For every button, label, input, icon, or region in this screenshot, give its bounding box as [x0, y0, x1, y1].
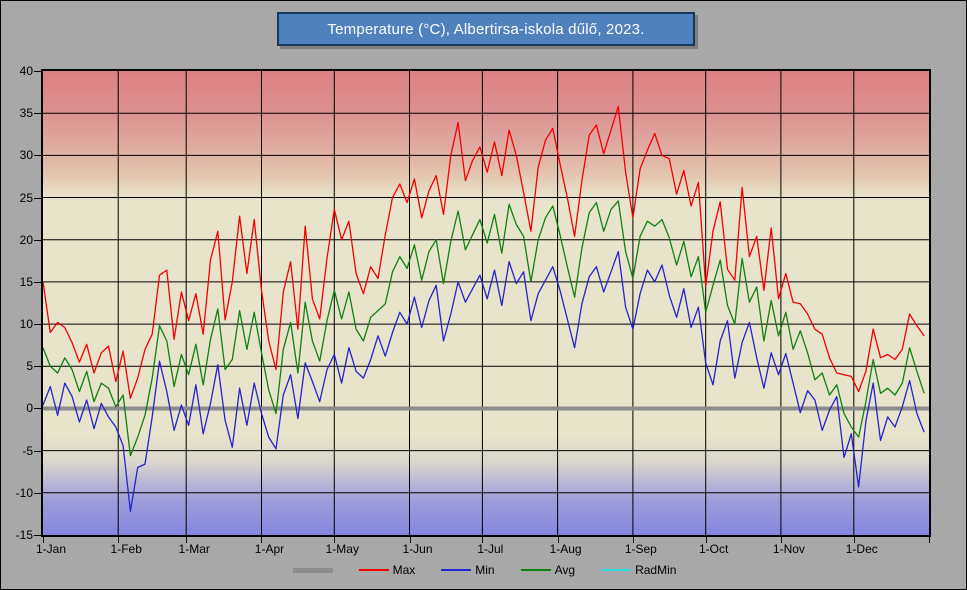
series-min	[43, 250, 925, 513]
y-tick-label: 40	[19, 64, 33, 78]
y-tick-label: 10	[19, 317, 33, 332]
chart-title-bar: Temperature (°C), Albertirsa-iskola dűlő…	[277, 12, 695, 46]
y-tick-label: 20	[19, 232, 33, 247]
y-tick-label: -10	[15, 485, 33, 500]
x-tick-mark	[261, 537, 263, 543]
chart-title: Temperature (°C), Albertirsa-iskola dűlő…	[327, 20, 645, 38]
y-tick-label: 35	[19, 106, 33, 121]
x-tick-mark	[118, 537, 120, 543]
y-tick-label: 0	[26, 401, 33, 416]
x-tick-mark	[409, 537, 411, 543]
y-tick-mark	[34, 71, 41, 72]
y-tick-mark	[34, 113, 41, 115]
x-tick-label: 1-Nov	[772, 542, 805, 556]
x-tick-label: 1-May	[325, 542, 359, 556]
y-tick-mark	[34, 492, 41, 494]
x-tick-label: 1-Jun	[402, 542, 433, 556]
y-tick-mark	[34, 450, 41, 452]
y-tick-mark	[34, 281, 41, 283]
y-tick-label: 25	[19, 190, 33, 205]
x-tick-label: 1-Dec	[845, 542, 878, 556]
legend: Max Min Avg RadMin	[1, 559, 966, 581]
x-tick-mark	[334, 537, 336, 543]
x-tick-mark	[705, 537, 707, 543]
x-tick-label: 1-Feb	[110, 542, 142, 556]
legend-line-swatch	[601, 569, 632, 571]
legend-line-swatch	[520, 569, 551, 571]
legend-item-radmin: RadMin	[601, 563, 676, 577]
y-tick-label: 5	[26, 359, 33, 374]
x-tick-label: 1-Jul	[477, 542, 504, 556]
x-tick-label: 1-Mar	[178, 542, 210, 556]
y-tick-mark	[34, 408, 41, 410]
y-tick-mark	[34, 239, 41, 241]
x-tick-mark	[186, 537, 188, 543]
plot-area	[41, 69, 931, 537]
temperature-line-chart	[43, 71, 929, 535]
y-tick-mark	[34, 366, 41, 368]
x-tick-mark	[780, 537, 782, 543]
y-tick-label: 30	[19, 148, 33, 163]
y-tick-label: -15	[15, 528, 33, 542]
x-tick-label: 1-Aug	[549, 542, 582, 556]
legend-item-max: Max	[358, 563, 416, 577]
y-tick-label: -5	[22, 443, 33, 458]
x-tick-mark	[557, 537, 559, 543]
x-tick-mark	[43, 537, 44, 543]
x-tick-mark	[853, 537, 855, 543]
legend-label: Min	[475, 563, 495, 577]
legend-line-swatch	[358, 569, 389, 571]
y-tick-mark	[34, 155, 41, 157]
legend-label: RadMin	[635, 563, 677, 577]
legend-line-swatch	[292, 567, 333, 573]
legend-label: Avg	[554, 563, 576, 577]
y-tick-mark	[34, 197, 41, 199]
x-tick-label: 1-Oct	[699, 542, 729, 556]
series-avg	[43, 200, 925, 457]
legend-line-swatch	[441, 569, 472, 571]
legend-label: Max	[392, 563, 416, 577]
x-tick-mark	[482, 537, 484, 543]
y-tick-mark	[34, 535, 41, 536]
legend-item-avg: Avg	[520, 563, 576, 577]
x-tick-label: 1-Sep	[624, 542, 657, 556]
legend-item-zero-line	[292, 567, 333, 573]
x-tick-mark	[632, 537, 634, 543]
x-tick-label: 1-Apr	[254, 542, 285, 556]
y-tick-label: 15	[19, 274, 33, 289]
y-tick-mark	[34, 324, 41, 326]
x-tick-label: 1-Jan	[35, 542, 67, 556]
legend-item-min: Min	[441, 563, 495, 577]
x-tick-mark	[929, 537, 930, 543]
series-max	[43, 105, 925, 399]
